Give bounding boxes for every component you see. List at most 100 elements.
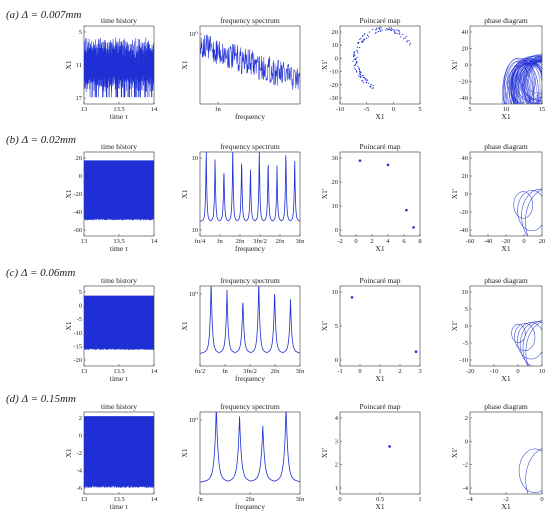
y-axis-label: X1' [450, 59, 459, 70]
y-axis-label: X1 [64, 189, 73, 198]
x-tick-label: 5 [418, 106, 421, 113]
x-tick-label: 3 [418, 368, 421, 375]
row-label: (b) Δ = 0.02mm [6, 134, 76, 146]
y-tick-label: -20 [459, 209, 468, 216]
phase-trajectory [502, 54, 542, 104]
panel-title: phase diagram [484, 276, 528, 285]
x-tick-label: 8 [418, 238, 421, 245]
x-axis-label: X1 [501, 502, 510, 511]
x-tick-label: -20 [502, 238, 511, 245]
row-label: (c) Δ = 0.06mm [6, 267, 75, 279]
plot-area [84, 416, 154, 488]
y-tick-label: 40 [462, 29, 469, 36]
poincare-point [394, 29, 396, 31]
poincare-point [359, 38, 361, 41]
x-axis-label: frequency [235, 374, 265, 383]
x-tick-label: -40 [484, 238, 493, 245]
poincare-point [403, 38, 405, 40]
poincare-point [353, 53, 355, 56]
poincare-point [380, 27, 382, 29]
panel-d-freq: frequency spectrum fn 2fn 3fn 10⁰ frequency X1 [180, 402, 305, 511]
panel-title: time history [101, 16, 137, 25]
poincare-point [390, 29, 392, 32]
y-tick-label: 0 [335, 55, 338, 62]
panel-d-phase: phase diagram -4 -2 0 2 0 -2 -4 X1 X1' [450, 402, 544, 511]
y-tick-label: 17 [76, 95, 83, 102]
x-tick-label: -10 [336, 106, 345, 113]
y-tick-label: 20 [462, 46, 469, 53]
poincare-point [359, 46, 361, 49]
poincare-point [368, 31, 370, 33]
y-tick-label: -2 [77, 450, 82, 457]
panel-b-time: time history 13 13.5 14 20 0 -20 -40 -60 time τ X1 [64, 142, 158, 253]
x-tick-label: 2fn [236, 238, 245, 245]
y-tick-label: -10 [329, 69, 338, 76]
x-tick-label: -5 [364, 106, 369, 113]
y-axis-label: X1 [180, 60, 189, 69]
poincare-point [379, 26, 381, 28]
panel-title: Poincaré map [359, 16, 400, 25]
x-axis-label: time τ [110, 374, 128, 383]
poincare-point [358, 159, 362, 162]
poincare-point [405, 35, 407, 38]
poincare-point [357, 41, 360, 44]
panel-title: frequency spectrum [220, 276, 280, 285]
poincare-point [406, 40, 408, 42]
y-axis-label: X1' [450, 320, 459, 331]
panel-c-time: time history 13 13.5 14 5 0 -5 -10 -15 -20 time τ X… [64, 276, 158, 383]
y-tick-label: 10⁰ [189, 31, 199, 38]
panel-title: Poincaré map [359, 402, 400, 411]
y-tick-label: 5 [79, 289, 82, 296]
x-tick-label: 10 [539, 368, 546, 375]
x-axis-label: X1 [375, 244, 384, 253]
axes-frame [199, 285, 301, 367]
panel-c-freq: frequency spectrum fn/2 fn 3fn/2 2fn 3fn 10⁰ fr… [180, 276, 305, 383]
y-tick-label: 0 [79, 173, 82, 180]
poincare-point [386, 163, 390, 167]
poincare-point [362, 80, 364, 82]
x-tick-label: -10 [490, 368, 499, 375]
poincare-point [362, 35, 364, 37]
panel-title: time history [101, 402, 137, 411]
plot-area [352, 26, 411, 89]
y-tick-label: -30 [329, 95, 338, 102]
x-tick-label: 0 [522, 238, 525, 245]
poincare-point [396, 33, 398, 35]
poincare-point [353, 51, 355, 53]
panel-b-freq: frequency spectrum fn/4 fn 2fn 3fn/2 2fn 3fn 10… [180, 142, 305, 253]
poincare-point [365, 78, 367, 80]
y-tick-label: -15 [73, 343, 82, 350]
panel-title: frequency spectrum [220, 402, 280, 411]
poincare-point [364, 38, 366, 40]
x-tick-label: 2fn [271, 368, 280, 375]
y-tick-label: -10 [459, 357, 468, 364]
x-tick-label: 2 [370, 238, 373, 245]
poincare-point [389, 27, 391, 29]
y-tick-label: 3 [335, 438, 338, 445]
x-tick-label: fn/2 [195, 368, 205, 375]
x-tick-label: 0 [516, 368, 519, 375]
y-tick-label: -40 [73, 209, 82, 216]
poincare-point [353, 67, 355, 69]
y-tick-label: 0 [335, 357, 338, 364]
spectrum-line [200, 412, 300, 483]
y-tick-label: 5 [79, 29, 82, 36]
poincare-point [360, 37, 362, 40]
y-tick-label: 0 [465, 62, 468, 69]
plot-area [518, 448, 542, 494]
x-tick-label: 0 [358, 368, 361, 375]
x-tick-label: -2 [503, 496, 508, 503]
poincare-point [366, 34, 369, 36]
y-tick-label: -5 [77, 316, 82, 323]
poincare-point [367, 79, 369, 81]
poincare-point [356, 57, 358, 59]
panel-a-time: time history 13 13.5 14 5 11 17 time τ X1 [64, 16, 158, 121]
poincare-point [399, 31, 401, 33]
y-axis-label: X1' [320, 320, 329, 331]
poincare-point [350, 296, 354, 299]
x-tick-label: 13.5 [113, 496, 124, 503]
x-tick-label: 0 [354, 238, 357, 245]
x-tick-label: 13.5 [113, 368, 124, 375]
y-tick-label: 40 [462, 155, 469, 162]
